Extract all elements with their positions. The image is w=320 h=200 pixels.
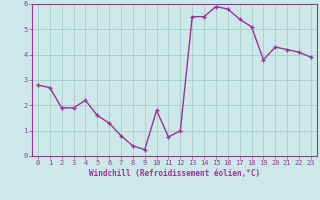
X-axis label: Windchill (Refroidissement éolien,°C): Windchill (Refroidissement éolien,°C) (89, 169, 260, 178)
